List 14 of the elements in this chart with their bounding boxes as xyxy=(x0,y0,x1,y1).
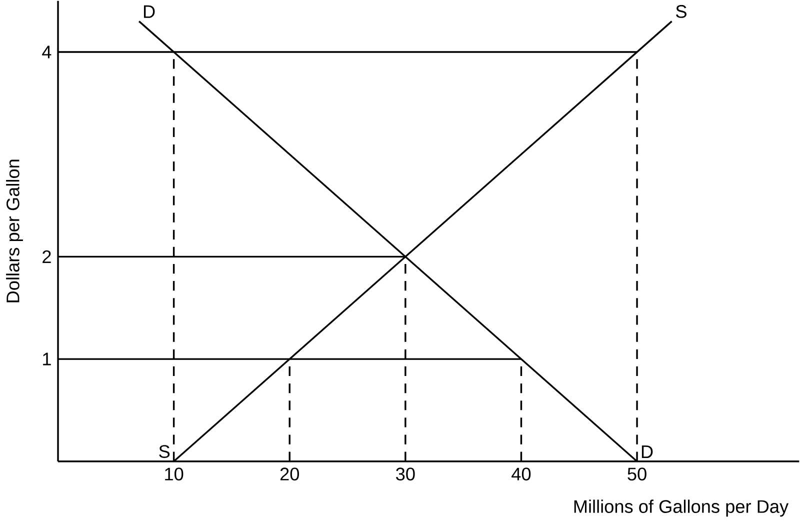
annotation: S xyxy=(159,445,170,458)
y-tick-label: 1 xyxy=(43,352,51,366)
x-tick-label: 10 xyxy=(165,468,184,481)
x-tick-label: 20 xyxy=(280,468,300,481)
annotation: D xyxy=(642,446,653,458)
y-tick-label: 4 xyxy=(42,46,52,58)
y-axis-title: Dollars per Gallon xyxy=(6,160,23,302)
annotation: D xyxy=(144,6,155,18)
x-tick-label: 30 xyxy=(396,468,415,481)
x-axis-title: Millions of Gallons per Day xyxy=(574,500,789,517)
y-tick-label: 2 xyxy=(42,250,51,264)
x-tick-label: 50 xyxy=(628,468,646,481)
annotation: S xyxy=(676,5,686,18)
x-tick-label: 40 xyxy=(512,468,531,481)
